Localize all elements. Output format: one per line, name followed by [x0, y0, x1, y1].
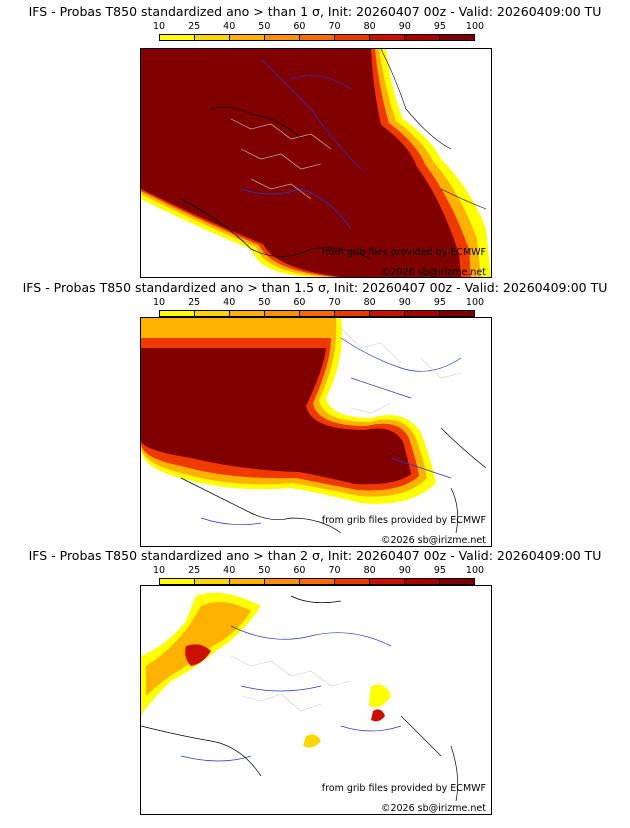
colorbar-segment — [265, 311, 300, 316]
colorbar — [159, 310, 475, 317]
colorbar-ticks: 10 25 40 50 60 70 80 90 95 100 — [152, 21, 484, 32]
colorbar — [159, 578, 475, 585]
colorbar-segment — [370, 35, 405, 40]
map-svg — [141, 592, 458, 802]
colorbar-tick-label: 90 — [398, 565, 411, 576]
colorbar-ticks: 10 25 40 50 60 70 80 90 95 100 — [152, 297, 484, 308]
colorbar-segment — [335, 579, 370, 584]
colorbar — [159, 34, 475, 41]
colorbar-tick-label: 50 — [258, 565, 271, 576]
colorbar-tick-label: 80 — [363, 297, 376, 308]
probability-map — [140, 317, 492, 547]
colorbar-tick-label: 70 — [328, 21, 341, 32]
map-svg — [141, 49, 491, 277]
map-svg — [141, 318, 487, 534]
colorbar-tick-label: 95 — [433, 21, 446, 32]
colorbar-segment — [300, 35, 335, 40]
colorbar-segment — [405, 579, 440, 584]
colorbar-segment — [230, 311, 265, 316]
colorbar-segment — [440, 311, 474, 316]
colorbar-tick-label: 95 — [433, 297, 446, 308]
probability-map — [140, 48, 492, 278]
colorbar-ticks: 10 25 40 50 60 70 80 90 95 100 — [152, 565, 484, 576]
colorbar-segment — [195, 579, 230, 584]
colorbar-segment — [335, 311, 370, 316]
colorbar-tick-label: 10 — [152, 565, 166, 576]
map-panel-2: IFS - Probas T850 standardized ano > tha… — [0, 280, 630, 550]
colorbar-segment — [265, 35, 300, 40]
colorbar-segment — [160, 35, 195, 40]
colorbar-segment — [300, 579, 335, 584]
map-panel-3: IFS - Probas T850 standardized ano > tha… — [0, 548, 630, 818]
colorbar-segment — [160, 579, 195, 584]
colorbar-segment — [195, 311, 230, 316]
colorbar-segment — [405, 35, 440, 40]
colorbar-tick-label: 80 — [363, 21, 376, 32]
colorbar-tick-label: 70 — [328, 297, 341, 308]
colorbar-tick-label: 40 — [223, 21, 236, 32]
colorbar-tick-label: 10 — [152, 297, 166, 308]
colorbar-tick-label: 60 — [293, 21, 306, 32]
colorbar-segment — [370, 311, 405, 316]
colorbar-tick-label: 60 — [293, 565, 306, 576]
colorbar-segment — [195, 35, 230, 40]
colorbar-tick-label: 90 — [398, 297, 411, 308]
colorbar-tick-label: 50 — [258, 21, 271, 32]
colorbar-tick-label: 40 — [223, 297, 236, 308]
colorbar-segment — [440, 579, 474, 584]
colorbar-tick-label: 25 — [188, 565, 201, 576]
map-panel-1: IFS - Probas T850 standardized ano > tha… — [0, 4, 630, 278]
copyright-note: ©2026 sb@irizme.net — [380, 803, 486, 814]
panel-title: IFS - Probas T850 standardized ano > tha… — [28, 4, 602, 19]
colorbar-tick-label: 60 — [293, 297, 306, 308]
colorbar-tick-label: 50 — [258, 297, 271, 308]
panel-title: IFS - Probas T850 standardized ano > tha… — [22, 280, 608, 295]
colorbar-segment — [265, 579, 300, 584]
colorbar-tick-label: 40 — [223, 565, 236, 576]
colorbar-segment — [370, 579, 405, 584]
data-source-note: from grib files provided by ECMWF — [321, 247, 486, 258]
colorbar-tick-label: 90 — [398, 21, 411, 32]
colorbar-segment — [160, 311, 195, 316]
copyright-note: ©2026 sb@irizme.net — [380, 267, 486, 278]
colorbar-segment — [230, 579, 265, 584]
data-source-note: from grib files provided by ECMWF — [321, 783, 486, 794]
colorbar-segment — [335, 35, 370, 40]
data-source-note: from grib files provided by ECMWF — [321, 515, 486, 526]
colorbar-tick-label: 100 — [465, 565, 485, 576]
colorbar-tick-label: 100 — [465, 297, 485, 308]
colorbar-tick-label: 25 — [188, 297, 201, 308]
colorbar-tick-label: 25 — [188, 21, 201, 32]
colorbar-segment — [440, 35, 474, 40]
copyright-note: ©2026 sb@irizme.net — [380, 535, 486, 546]
colorbar-tick-label: 10 — [152, 21, 166, 32]
colorbar-segment — [300, 311, 335, 316]
colorbar-segment — [405, 311, 440, 316]
colorbar-tick-label: 70 — [328, 565, 341, 576]
colorbar-tick-label: 100 — [465, 21, 485, 32]
colorbar-segment — [230, 35, 265, 40]
colorbar-tick-label: 95 — [433, 565, 446, 576]
panel-title: IFS - Probas T850 standardized ano > tha… — [28, 548, 602, 563]
probability-map — [140, 585, 492, 815]
colorbar-tick-label: 80 — [363, 565, 376, 576]
